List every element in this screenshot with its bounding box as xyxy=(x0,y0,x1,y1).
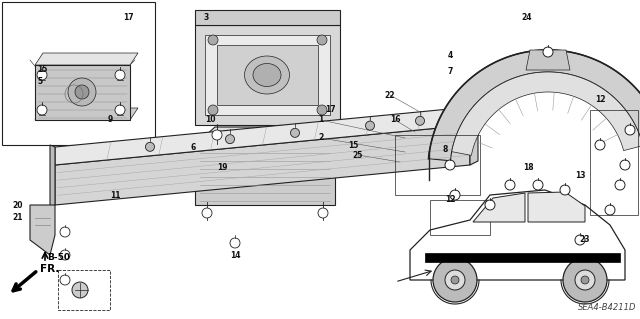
Polygon shape xyxy=(50,145,55,207)
Text: 5: 5 xyxy=(37,78,43,86)
Ellipse shape xyxy=(244,56,289,94)
Circle shape xyxy=(318,208,328,218)
Circle shape xyxy=(75,85,89,99)
Polygon shape xyxy=(470,103,478,165)
Polygon shape xyxy=(452,72,640,155)
Text: 22: 22 xyxy=(385,91,396,100)
Polygon shape xyxy=(55,107,470,165)
Text: 20: 20 xyxy=(13,201,23,210)
Text: SEA4-B4211D: SEA4-B4211D xyxy=(577,303,636,312)
Circle shape xyxy=(291,128,300,137)
Circle shape xyxy=(145,142,154,151)
Circle shape xyxy=(37,70,47,80)
Circle shape xyxy=(543,47,553,57)
Polygon shape xyxy=(429,50,640,161)
Circle shape xyxy=(68,78,96,106)
Circle shape xyxy=(445,270,465,290)
Circle shape xyxy=(433,258,477,302)
Circle shape xyxy=(575,235,585,245)
Circle shape xyxy=(615,180,625,190)
Text: 18: 18 xyxy=(523,164,533,173)
Text: 12: 12 xyxy=(445,196,455,204)
Circle shape xyxy=(533,180,543,190)
Text: B-50: B-50 xyxy=(47,254,70,263)
Circle shape xyxy=(230,238,240,248)
Text: 23: 23 xyxy=(580,235,590,244)
Circle shape xyxy=(415,116,424,125)
Circle shape xyxy=(563,258,607,302)
Polygon shape xyxy=(473,193,525,222)
Circle shape xyxy=(445,160,455,170)
Polygon shape xyxy=(217,45,318,105)
Circle shape xyxy=(625,125,635,135)
Polygon shape xyxy=(195,127,355,145)
Circle shape xyxy=(202,208,212,218)
Text: 24: 24 xyxy=(522,13,532,23)
Polygon shape xyxy=(526,50,570,70)
Circle shape xyxy=(60,227,70,237)
Circle shape xyxy=(317,105,327,115)
Circle shape xyxy=(60,275,70,285)
Polygon shape xyxy=(195,10,340,25)
Circle shape xyxy=(620,160,630,170)
Circle shape xyxy=(115,70,125,80)
Polygon shape xyxy=(425,253,620,262)
Polygon shape xyxy=(35,108,138,120)
Text: 1: 1 xyxy=(318,115,324,124)
Circle shape xyxy=(581,276,589,284)
Polygon shape xyxy=(55,125,470,205)
Text: 6: 6 xyxy=(190,144,196,152)
Text: 11: 11 xyxy=(109,190,120,199)
Circle shape xyxy=(485,200,495,210)
Text: 19: 19 xyxy=(217,164,227,173)
Text: 16: 16 xyxy=(390,115,400,124)
Text: 3: 3 xyxy=(204,13,209,23)
Circle shape xyxy=(212,130,222,140)
Text: 17: 17 xyxy=(324,106,335,115)
Text: 9: 9 xyxy=(108,115,113,124)
Circle shape xyxy=(505,180,515,190)
Circle shape xyxy=(317,35,327,45)
Circle shape xyxy=(595,140,605,150)
Text: 7: 7 xyxy=(447,68,452,77)
Circle shape xyxy=(451,276,459,284)
Circle shape xyxy=(208,105,218,115)
Text: 4: 4 xyxy=(447,50,452,60)
Circle shape xyxy=(72,282,88,298)
Text: 10: 10 xyxy=(205,115,215,124)
Polygon shape xyxy=(195,145,335,205)
Circle shape xyxy=(37,105,47,115)
Text: 17: 17 xyxy=(123,13,133,23)
Circle shape xyxy=(450,190,460,200)
Text: 15: 15 xyxy=(348,140,358,150)
Circle shape xyxy=(208,35,218,45)
Circle shape xyxy=(575,270,595,290)
Text: 13: 13 xyxy=(575,170,585,180)
Circle shape xyxy=(365,121,374,130)
Polygon shape xyxy=(35,65,130,120)
Circle shape xyxy=(605,205,615,215)
Polygon shape xyxy=(205,35,330,115)
Circle shape xyxy=(60,250,70,260)
Ellipse shape xyxy=(253,63,281,86)
Circle shape xyxy=(560,185,570,195)
Text: 25: 25 xyxy=(353,151,363,160)
Polygon shape xyxy=(195,25,340,125)
Circle shape xyxy=(115,105,125,115)
Text: 15: 15 xyxy=(37,65,47,75)
Text: 21: 21 xyxy=(13,213,23,222)
Text: 12: 12 xyxy=(595,95,605,105)
Text: 14: 14 xyxy=(230,250,240,259)
Text: 2: 2 xyxy=(318,133,324,143)
Polygon shape xyxy=(528,192,585,222)
Text: FR.: FR. xyxy=(40,264,60,274)
Circle shape xyxy=(225,135,234,144)
Text: 8: 8 xyxy=(442,145,448,154)
Polygon shape xyxy=(30,205,55,255)
Polygon shape xyxy=(35,53,138,65)
